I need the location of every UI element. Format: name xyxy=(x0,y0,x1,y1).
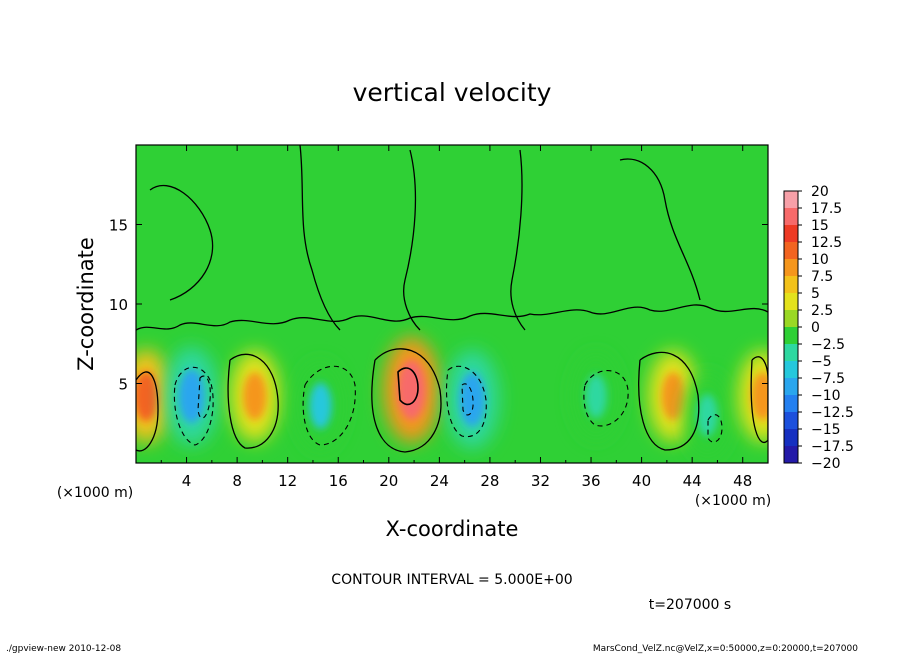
colorbar-swatch xyxy=(784,429,798,446)
colorbar-label: 15 xyxy=(811,218,829,234)
colorbar-label: −10 xyxy=(811,388,841,404)
colorbar-swatch xyxy=(784,242,798,259)
velocity-cell-core xyxy=(661,372,685,421)
contour-lines xyxy=(136,145,768,453)
x-tick-label: 20 xyxy=(379,472,398,490)
x-axis-label: X-coordinate xyxy=(386,517,519,541)
colorbar-label: 17.5 xyxy=(811,201,842,217)
colorbar-label: −5 xyxy=(811,354,832,370)
colorbar-swatch xyxy=(784,208,798,225)
velocity-cell-core xyxy=(397,359,426,420)
colorbar-label: −15 xyxy=(811,422,841,438)
colorbar: 2017.51512.5107.552.50−2.5−5−7.5−10−12.5… xyxy=(783,184,854,472)
colorbar-label: −12.5 xyxy=(811,405,854,421)
colorbar-swatch xyxy=(784,259,798,276)
x-tick-label: 36 xyxy=(581,472,600,490)
x-tick-label: 40 xyxy=(632,472,651,490)
x-tick-label: 44 xyxy=(683,472,702,490)
contour-interval: CONTOUR INTERVAL = 5.000E+00 xyxy=(331,572,572,588)
x-tick-label: 4 xyxy=(182,472,192,490)
y-axis: 5 10 15 xyxy=(109,217,768,394)
colorbar-swatch xyxy=(784,395,798,412)
velocity-cell-core xyxy=(585,374,607,419)
colorbar-swatch xyxy=(784,412,798,429)
plot-area xyxy=(136,145,768,463)
x-tick-label: 24 xyxy=(430,472,449,490)
x-tick-label: 8 xyxy=(232,472,242,490)
chart-title: vertical velocity xyxy=(353,78,552,107)
colorbar-swatch xyxy=(784,361,798,378)
x-unit-left: (×1000 m) xyxy=(57,485,133,501)
colorbar-swatch xyxy=(784,191,798,208)
colorbar-label: 12.5 xyxy=(811,235,842,251)
colorbar-label: 10 xyxy=(811,252,829,268)
colorbar-label: 20 xyxy=(811,184,829,200)
x-tick-label: 28 xyxy=(480,472,499,490)
y-axis-label: Z-coordinate xyxy=(74,237,98,371)
velocity-cell-core xyxy=(309,382,332,429)
colorbar-label: 2.5 xyxy=(811,303,833,319)
velocity-field xyxy=(136,337,768,458)
colorbar-label: −20 xyxy=(811,456,841,472)
colorbar-swatch xyxy=(784,344,798,361)
velocity-cell-core xyxy=(178,369,205,424)
colorbar-label: −2.5 xyxy=(811,337,845,353)
colorbar-swatch xyxy=(784,327,798,344)
colorbar-swatch xyxy=(784,446,798,463)
velocity-cell-core xyxy=(697,394,718,437)
footer-right: MarsCond_VelZ.nc@VelZ,x=0:50000,z=0:2000… xyxy=(593,644,858,654)
colorbar-label: −7.5 xyxy=(811,371,845,387)
colorbar-label: 0 xyxy=(811,320,820,336)
colorbar-swatch xyxy=(784,310,798,327)
y-tick-label: 10 xyxy=(109,296,128,314)
colorbar-swatch xyxy=(784,378,798,395)
y-tick-label: 5 xyxy=(118,376,128,394)
colorbar-swatch xyxy=(784,293,798,310)
x-axis: 4 8 12 16 20 24 28 32 36 40 44 48 xyxy=(160,145,752,490)
x-tick-label: 32 xyxy=(531,472,550,490)
velocity-cell-core xyxy=(243,372,267,421)
colorbar-swatch xyxy=(784,225,798,242)
footer-left: ./gpview-new 2010-12-08 xyxy=(6,644,121,654)
colorbar-label: 5 xyxy=(811,286,820,302)
time-label: t=207000 s xyxy=(649,597,731,613)
negative-contours xyxy=(173,365,723,446)
colorbar-swatch xyxy=(784,276,798,293)
velocity-cell-core xyxy=(459,372,486,427)
x-tick-label: 12 xyxy=(278,472,297,490)
colorbar-label: 7.5 xyxy=(811,269,833,285)
y-tick-label: 15 xyxy=(109,217,128,235)
x-tick-label: 48 xyxy=(733,472,752,490)
x-unit-right: (×1000 m) xyxy=(695,493,771,509)
velocity-cell-core xyxy=(751,372,768,421)
x-tick-label: 16 xyxy=(329,472,348,490)
colorbar-label: −17.5 xyxy=(811,439,854,455)
